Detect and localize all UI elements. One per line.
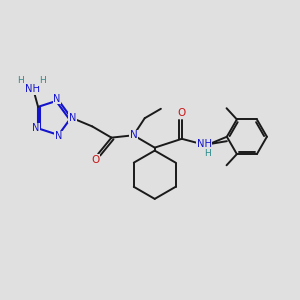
Text: N: N [32, 123, 39, 133]
Text: H: H [204, 149, 211, 158]
Text: N: N [53, 94, 61, 104]
Text: NH: NH [197, 139, 212, 149]
Text: NH: NH [25, 84, 40, 94]
Text: H: H [39, 76, 46, 85]
Text: N: N [130, 130, 137, 140]
Text: O: O [92, 155, 100, 165]
Text: N: N [55, 131, 62, 141]
Text: N: N [69, 112, 76, 123]
Text: O: O [178, 108, 186, 118]
Text: H: H [17, 76, 24, 85]
